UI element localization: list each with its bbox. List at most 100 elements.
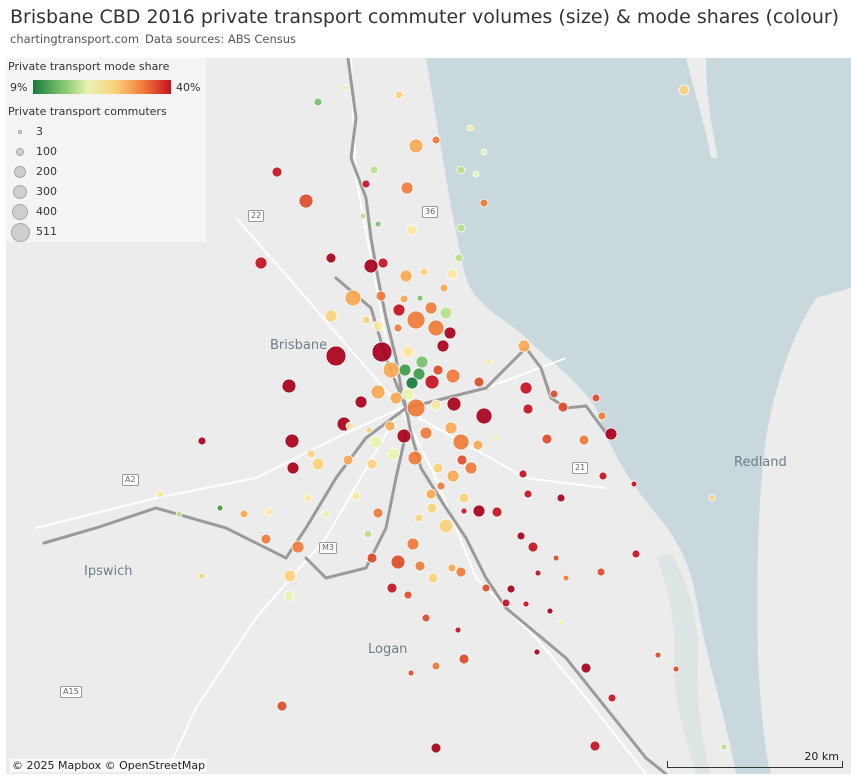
commuter-circle[interactable] <box>369 165 379 175</box>
commuter-circle[interactable] <box>458 653 470 665</box>
commuter-circle[interactable] <box>389 391 403 405</box>
commuter-circle[interactable] <box>472 170 480 178</box>
commuter-circle[interactable] <box>439 283 449 293</box>
commuter-circle[interactable] <box>197 436 207 446</box>
commuter-circle[interactable] <box>552 554 560 562</box>
commuter-circle[interactable] <box>578 434 590 446</box>
commuter-circle[interactable] <box>398 363 412 377</box>
commuter-circle[interactable] <box>284 433 300 449</box>
commuter-circle[interactable] <box>239 509 249 519</box>
commuter-circle[interactable] <box>414 513 424 523</box>
commuter-circle[interactable] <box>313 97 323 107</box>
commuter-circle[interactable] <box>556 493 566 503</box>
commuter-circle[interactable] <box>401 387 415 401</box>
commuter-circle[interactable] <box>198 572 206 580</box>
commuter-circle[interactable] <box>436 339 450 353</box>
commuter-circle[interactable] <box>291 540 305 554</box>
commuter-circle[interactable] <box>363 258 379 274</box>
commuter-circle[interactable] <box>460 507 468 515</box>
commuter-circle[interactable] <box>359 212 367 220</box>
commuter-circle[interactable] <box>597 411 607 421</box>
commuter-circle[interactable] <box>366 458 378 470</box>
commuter-circle[interactable] <box>155 489 165 499</box>
commuter-circle[interactable] <box>386 447 400 461</box>
commuter-circle[interactable] <box>452 433 470 451</box>
commuter-circle[interactable] <box>416 294 424 302</box>
commuter-circle[interactable] <box>377 257 389 269</box>
commuter-circle[interactable] <box>446 268 458 280</box>
commuter-circle[interactable] <box>479 198 489 208</box>
commuter-circle[interactable] <box>456 223 466 233</box>
commuter-circle[interactable] <box>589 740 601 752</box>
commuter-circle[interactable] <box>492 434 500 442</box>
commuter-circle[interactable] <box>361 315 371 325</box>
commuter-circle[interactable] <box>370 384 386 400</box>
commuter-circle[interactable] <box>407 450 423 466</box>
commuter-circle[interactable] <box>264 507 274 517</box>
commuter-circle[interactable] <box>432 364 444 376</box>
commuter-circle[interactable] <box>425 488 437 500</box>
commuter-circle[interactable] <box>399 294 409 304</box>
commuter-circle[interactable] <box>421 613 431 623</box>
commuter-circle[interactable] <box>408 138 424 154</box>
commuter-circle[interactable] <box>415 355 429 369</box>
commuter-circle[interactable] <box>321 509 331 519</box>
commuter-circle[interactable] <box>254 256 268 270</box>
commuter-circle[interactable] <box>396 428 412 444</box>
commuter-circle[interactable] <box>369 435 383 449</box>
commuter-circle[interactable] <box>424 374 440 390</box>
commuter-circle[interactable] <box>260 533 272 545</box>
commuter-circle[interactable] <box>298 193 314 209</box>
commuter-circle[interactable] <box>455 566 467 578</box>
commuter-circle[interactable] <box>426 502 438 514</box>
commuter-circle[interactable] <box>439 306 453 320</box>
commuter-circle[interactable] <box>175 510 183 518</box>
commuter-circle[interactable] <box>372 320 384 332</box>
commuter-circle[interactable] <box>306 449 316 459</box>
commuter-circle[interactable] <box>344 289 362 307</box>
commuter-circle[interactable] <box>518 469 528 479</box>
commuter-circle[interactable] <box>366 552 378 564</box>
commuter-circle[interactable] <box>283 590 295 602</box>
commuter-circle[interactable] <box>562 574 570 582</box>
commuter-circle[interactable] <box>458 492 470 504</box>
commuter-circle[interactable] <box>481 583 491 593</box>
map-attribution[interactable]: © 2025 Mapbox © OpenStreetMap <box>10 759 208 772</box>
commuter-circle[interactable] <box>399 269 413 283</box>
commuter-circle[interactable] <box>522 403 534 415</box>
commuter-circle[interactable] <box>286 461 300 475</box>
commuter-circle[interactable] <box>271 166 283 178</box>
commuter-circle[interactable] <box>491 506 503 518</box>
commuter-circle[interactable] <box>580 662 592 674</box>
commuter-circle[interactable] <box>325 345 347 367</box>
commuter-circle[interactable] <box>303 493 313 503</box>
commuter-circle[interactable] <box>281 378 297 394</box>
commuter-circle[interactable] <box>472 504 486 518</box>
commuter-circle[interactable] <box>394 90 404 100</box>
commuter-circle[interactable] <box>672 665 680 673</box>
commuter-circle[interactable] <box>412 367 426 381</box>
commuter-circle[interactable] <box>311 457 325 471</box>
commuter-circle[interactable] <box>557 619 565 627</box>
commuter-circle[interactable] <box>427 319 445 337</box>
commuter-circle[interactable] <box>708 494 716 502</box>
commuter-circle[interactable] <box>392 303 406 317</box>
map-canvas[interactable] <box>6 58 851 774</box>
commuter-circle[interactable] <box>438 518 454 534</box>
commuter-circles-layer[interactable] <box>6 58 851 774</box>
commuter-circle[interactable] <box>456 454 468 466</box>
commuter-circle[interactable] <box>604 427 618 441</box>
commuter-circle[interactable] <box>345 421 355 431</box>
map-view[interactable]: 22 36 A2 M3 21 A15 Brisbane Ipswich Loga… <box>6 58 851 774</box>
commuter-circle[interactable] <box>501 598 511 608</box>
commuter-circle[interactable] <box>517 339 531 353</box>
commuter-circle[interactable] <box>607 693 617 703</box>
commuter-circle[interactable] <box>342 84 350 92</box>
commuter-circle[interactable] <box>363 529 373 539</box>
commuter-circle[interactable] <box>485 358 493 366</box>
commuter-circle[interactable] <box>549 389 559 399</box>
commuter-circle[interactable] <box>406 310 426 330</box>
commuter-circle[interactable] <box>405 376 419 390</box>
commuter-circle[interactable] <box>419 426 433 440</box>
commuter-circle[interactable] <box>523 489 533 499</box>
